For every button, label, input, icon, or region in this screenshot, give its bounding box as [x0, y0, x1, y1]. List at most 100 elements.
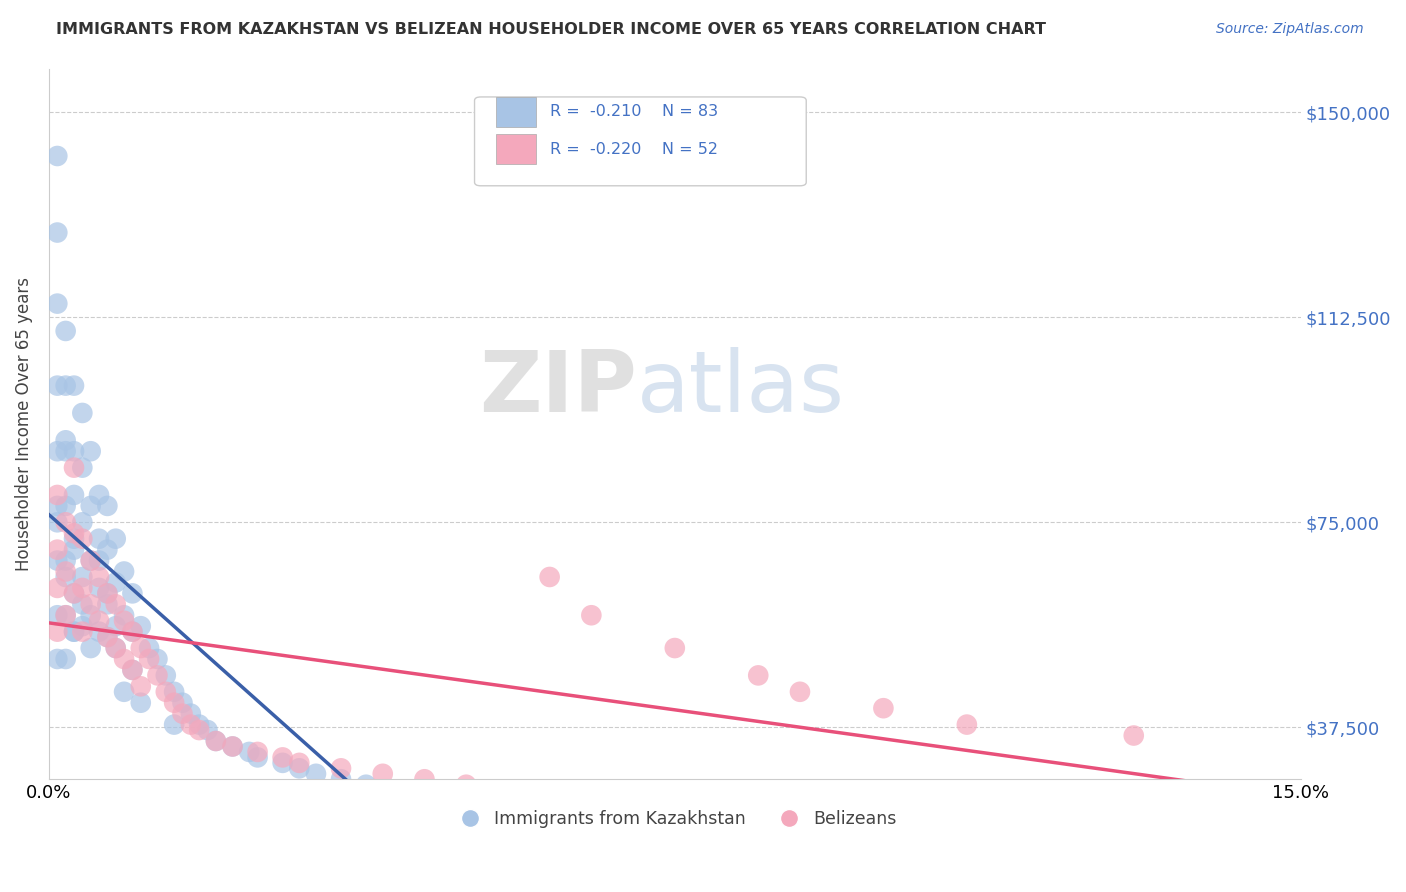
Text: IMMIGRANTS FROM KAZAKHSTAN VS BELIZEAN HOUSEHOLDER INCOME OVER 65 YEARS CORRELAT: IMMIGRANTS FROM KAZAKHSTAN VS BELIZEAN H… — [56, 22, 1046, 37]
Point — [63, 624, 86, 639]
Point — [72, 516, 94, 530]
Point — [104, 575, 127, 590]
Point — [121, 663, 143, 677]
Point — [63, 488, 86, 502]
Point — [205, 734, 228, 748]
Point — [121, 624, 143, 639]
Y-axis label: Householder Income Over 65 years: Householder Income Over 65 years — [15, 277, 32, 571]
Point — [146, 652, 169, 666]
Point — [96, 597, 118, 611]
Point — [80, 499, 103, 513]
Point — [246, 750, 269, 764]
Point — [163, 717, 186, 731]
Text: atlas: atlas — [637, 347, 845, 430]
Point — [87, 553, 110, 567]
Point — [87, 624, 110, 639]
Point — [112, 565, 135, 579]
Point — [63, 586, 86, 600]
Point — [87, 614, 110, 628]
Point — [63, 532, 86, 546]
Point — [371, 783, 394, 797]
Point — [155, 668, 177, 682]
Point — [271, 750, 294, 764]
Text: Source: ZipAtlas.com: Source: ZipAtlas.com — [1216, 22, 1364, 37]
Point — [354, 778, 377, 792]
Point — [104, 619, 127, 633]
Point — [96, 586, 118, 600]
Point — [46, 516, 69, 530]
Point — [55, 516, 77, 530]
Point — [188, 723, 211, 737]
Point — [46, 652, 69, 666]
Point — [55, 553, 77, 567]
Point — [330, 772, 353, 787]
Point — [63, 444, 86, 458]
Point — [55, 652, 77, 666]
Point — [96, 586, 118, 600]
Point — [112, 608, 135, 623]
Point — [205, 734, 228, 748]
Point — [80, 444, 103, 458]
Point — [112, 614, 135, 628]
Point — [80, 553, 103, 567]
Point — [180, 717, 202, 731]
Point — [104, 532, 127, 546]
Text: R =  -0.210    N = 83: R = -0.210 N = 83 — [550, 104, 718, 120]
Point — [63, 542, 86, 557]
Point — [221, 739, 243, 754]
Point — [581, 608, 603, 623]
Point — [63, 586, 86, 600]
Point — [112, 652, 135, 666]
Point — [155, 685, 177, 699]
Point — [63, 624, 86, 639]
Point — [271, 756, 294, 770]
Point — [80, 553, 103, 567]
Point — [129, 619, 152, 633]
Point — [246, 745, 269, 759]
Point — [72, 597, 94, 611]
Point — [138, 641, 160, 656]
Point — [104, 641, 127, 656]
Point — [121, 663, 143, 677]
Point — [121, 586, 143, 600]
Point — [1122, 729, 1144, 743]
Point — [172, 706, 194, 721]
Point — [55, 570, 77, 584]
Point — [46, 542, 69, 557]
Point — [747, 668, 769, 682]
Point — [138, 652, 160, 666]
Point — [129, 679, 152, 693]
Point — [55, 499, 77, 513]
Point — [104, 597, 127, 611]
Point — [371, 766, 394, 780]
Point — [87, 532, 110, 546]
Point — [956, 717, 979, 731]
Point — [72, 532, 94, 546]
Point — [163, 685, 186, 699]
Point — [46, 608, 69, 623]
Point — [55, 378, 77, 392]
Point — [180, 706, 202, 721]
Point — [456, 789, 478, 803]
Point — [46, 624, 69, 639]
Point — [55, 324, 77, 338]
Point — [55, 434, 77, 448]
Point — [72, 570, 94, 584]
Point — [238, 745, 260, 759]
Point — [80, 597, 103, 611]
Point — [872, 701, 894, 715]
Point — [46, 488, 69, 502]
Point — [129, 641, 152, 656]
Point — [121, 624, 143, 639]
Point — [538, 570, 561, 584]
Point — [96, 630, 118, 644]
Point — [197, 723, 219, 737]
Point — [46, 444, 69, 458]
Point — [538, 799, 561, 814]
FancyBboxPatch shape — [496, 135, 536, 164]
Point — [188, 717, 211, 731]
Point — [172, 696, 194, 710]
Point — [305, 766, 328, 780]
Point — [129, 696, 152, 710]
Point — [46, 499, 69, 513]
